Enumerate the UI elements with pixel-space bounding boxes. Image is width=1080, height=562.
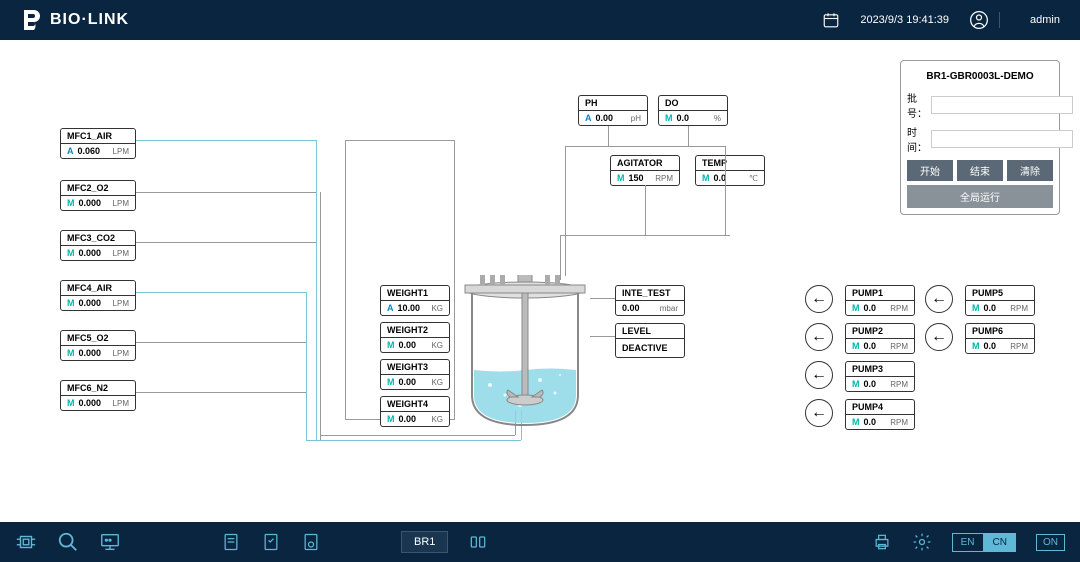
pump2-arrow-icon[interactable]: ← [805,323,833,351]
mfc1-box[interactable]: MFC1_AIR A0.060LPM [60,128,136,159]
ph-box[interactable]: PH A0.00pH [578,95,648,126]
mfc3-box[interactable]: MFC3_CO2 M0.000LPM [60,230,136,261]
username-display: admin [1030,14,1060,26]
brand-logo: BIO·LINK [20,8,129,32]
start-button[interactable]: 开始 [907,160,953,181]
mfc5-box[interactable]: MFC5_O2 M0.000LPM [60,330,136,361]
lang-en-button[interactable]: EN [952,533,984,552]
doc2-icon[interactable] [261,532,281,552]
app-footer: BR1 EN CN ON [0,522,1080,562]
do-box[interactable]: DO M0.0% [658,95,728,126]
weight1-box[interactable]: WEIGHT1 A10.00KG [380,285,450,316]
pump4-box[interactable]: PUMP4 M0.0RPM [845,399,915,430]
end-button[interactable]: 结束 [957,160,1003,181]
weight4-box[interactable]: WEIGHT4 M0.00KG [380,396,450,427]
level-box[interactable]: LEVEL DEACTIVE [615,323,685,358]
print-icon[interactable] [872,532,892,552]
chip-icon[interactable] [15,531,37,553]
batch-input[interactable] [931,96,1073,114]
reactor-title: BR1-GBR0003L-DEMO [907,67,1053,86]
doc3-icon[interactable] [301,532,321,552]
mfc2-box[interactable]: MFC2_O2 M0.000LPM [60,180,136,211]
process-canvas: MFC1_AIR A0.060LPM MFC2_O2 M0.000LPM MFC… [0,40,1080,522]
mfc6-box[interactable]: MFC6_N2 M0.000LPM [60,380,136,411]
time-input[interactable] [931,130,1073,148]
doc1-icon[interactable] [221,532,241,552]
bioreactor-vessel [460,275,590,445]
power-on-button[interactable]: ON [1036,534,1065,551]
pump1-box[interactable]: PUMP1 M0.0RPM [845,285,915,316]
pump2-box[interactable]: PUMP2 M0.0RPM [845,323,915,354]
clear-button[interactable]: 清除 [1007,160,1053,181]
weight3-box[interactable]: WEIGHT3 M0.00KG [380,359,450,390]
inte-test-box[interactable]: INTE_TEST 0.00mbar [615,285,685,316]
app-header: BIO·LINK 2023/9/3 19:41:39 admin [0,0,1080,40]
search-icon[interactable] [57,531,79,553]
pump6-arrow-icon[interactable]: ← [925,323,953,351]
datetime-display: 2023/9/3 19:41:39 [860,14,949,26]
pump3-box[interactable]: PUMP3 M0.0RPM [845,361,915,392]
pump5-arrow-icon[interactable]: ← [925,285,953,313]
temp-box[interactable]: TEMP M0.0℃ [695,155,765,186]
agitator-box[interactable]: AGITATOR M150RPM [610,155,680,186]
pump5-box[interactable]: PUMP5 M0.0RPM [965,285,1035,316]
pump6-box[interactable]: PUMP6 M0.0RPM [965,323,1035,354]
logo-icon [20,8,44,32]
info-panel: BR1-GBR0003L-DEMO 批号： 时间： 开始 结束 清除 全局运行 [900,60,1060,215]
user-icon[interactable] [969,10,989,30]
settings-icon[interactable] [912,532,932,552]
global-run-button[interactable]: 全局运行 [907,185,1053,208]
monitor-icon[interactable] [99,531,121,553]
calendar-icon[interactable] [822,11,840,29]
mfc4-box[interactable]: MFC4_AIR M0.000LPM [60,280,136,311]
pump4-arrow-icon[interactable]: ← [805,399,833,427]
weight2-box[interactable]: WEIGHT2 M0.00KG [380,322,450,353]
pump1-arrow-icon[interactable]: ← [805,285,833,313]
vessels-icon[interactable] [468,532,488,552]
brand-text: BIO·LINK [50,11,129,29]
language-toggle[interactable]: EN CN [952,533,1016,552]
reactor-tab[interactable]: BR1 [401,531,448,553]
lang-cn-button[interactable]: CN [984,533,1016,552]
pump3-arrow-icon[interactable]: ← [805,361,833,389]
batch-label: 批号： [907,90,927,120]
time-label: 时间： [907,124,927,154]
